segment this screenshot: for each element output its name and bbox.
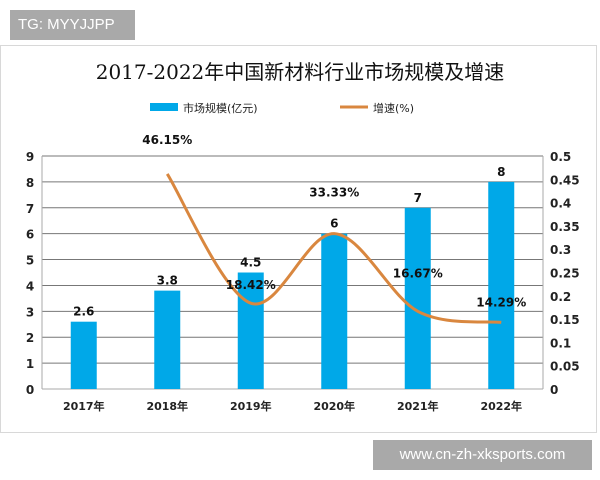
x-axis-tick: 2020年 <box>313 399 355 413</box>
left-axis-tick: 0 <box>26 383 34 397</box>
left-axis-tick: 4 <box>26 279 34 293</box>
growth-line <box>165 173 502 324</box>
growth-label: 14.29% <box>476 295 526 309</box>
right-axis-tick: 0.15 <box>550 313 580 327</box>
x-axis-tick: 2018年 <box>146 399 188 413</box>
right-axis-tick: 0.05 <box>550 360 580 374</box>
growth-label: 33.33% <box>309 186 359 200</box>
left-axis-tick: 2 <box>26 331 34 345</box>
bar <box>70 321 97 389</box>
x-axis-tick: 2017年 <box>63 399 105 413</box>
left-axis-tick: 1 <box>26 357 34 371</box>
x-axis-tick: 2021年 <box>397 399 439 413</box>
left-axis-tick: 9 <box>26 150 34 164</box>
bar-label: 4.5 <box>240 256 261 270</box>
right-axis-tick: 0.35 <box>550 220 580 234</box>
bar <box>237 272 264 389</box>
right-axis-tick: 0.3 <box>550 243 571 257</box>
right-axis-tick: 0.25 <box>550 267 580 281</box>
chart-frame <box>0 45 597 433</box>
x-axis-tick: 2019年 <box>230 399 272 413</box>
bar-label: 7 <box>414 191 422 205</box>
growth-label: 18.42% <box>226 278 276 292</box>
right-axis-tick: 0.5 <box>550 150 571 164</box>
right-axis-tick: 0.2 <box>550 290 571 304</box>
right-axis-tick: 0.4 <box>550 197 571 211</box>
chart-title: 2017-2022年中国新材料行业市场规模及增速 <box>96 60 505 84</box>
x-axis-tick: 2022年 <box>480 399 522 413</box>
growth-label: 46.15% <box>142 133 192 147</box>
right-axis-tick: 0.45 <box>550 173 580 187</box>
left-axis-tick: 7 <box>26 202 34 216</box>
legend-line-label: 增速(%) <box>373 101 414 115</box>
bar <box>321 233 348 389</box>
bar-label: 2.6 <box>73 305 94 319</box>
left-axis-tick: 6 <box>26 228 34 242</box>
watermark-top: TG: MYYJJPP <box>10 10 135 40</box>
right-axis-tick: 0.1 <box>550 336 571 350</box>
bar <box>404 207 431 389</box>
legend-bar-label: 市场规模(亿元) <box>183 101 258 115</box>
left-axis-tick: 5 <box>26 254 34 268</box>
left-axis-tick: 3 <box>26 305 34 319</box>
bar <box>488 181 515 389</box>
bar-label: 3.8 <box>157 274 178 288</box>
left-axis-tick: 8 <box>26 176 34 190</box>
legend-bar-swatch <box>150 103 178 111</box>
watermark-bottom: www.cn-zh-xksports.com <box>373 440 592 470</box>
growth-label: 16.67% <box>393 266 443 280</box>
bar <box>154 290 181 389</box>
bar-label: 6 <box>330 217 338 231</box>
right-axis-tick: 0 <box>550 383 558 397</box>
bar-label: 8 <box>497 165 505 179</box>
